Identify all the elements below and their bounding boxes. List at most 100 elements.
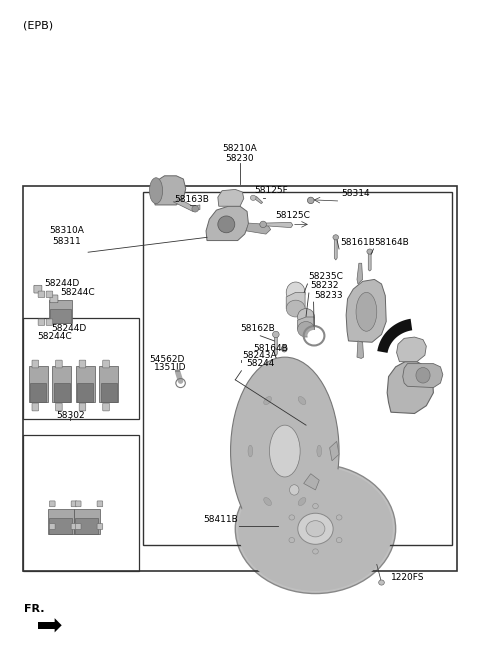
Ellipse shape: [306, 521, 325, 537]
FancyBboxPatch shape: [46, 319, 53, 325]
Polygon shape: [254, 197, 263, 203]
Ellipse shape: [298, 321, 314, 337]
FancyBboxPatch shape: [34, 285, 42, 293]
FancyBboxPatch shape: [32, 403, 38, 411]
Bar: [54, 383, 70, 403]
FancyBboxPatch shape: [38, 319, 45, 325]
Ellipse shape: [264, 396, 272, 405]
Text: 58233: 58233: [314, 291, 343, 300]
Ellipse shape: [264, 497, 272, 506]
Ellipse shape: [286, 300, 305, 317]
Text: 58164B: 58164B: [374, 238, 409, 247]
Text: 58210A
58230: 58210A 58230: [223, 144, 257, 163]
Ellipse shape: [298, 308, 314, 325]
Bar: [49, 518, 72, 534]
FancyBboxPatch shape: [49, 501, 55, 506]
Text: 58163B: 58163B: [174, 195, 209, 203]
Polygon shape: [275, 335, 277, 356]
Ellipse shape: [273, 331, 279, 338]
FancyBboxPatch shape: [38, 291, 45, 298]
Bar: [48, 508, 74, 534]
Ellipse shape: [235, 464, 396, 594]
Polygon shape: [387, 361, 433, 413]
Bar: [49, 300, 72, 323]
Ellipse shape: [336, 515, 342, 520]
Polygon shape: [173, 199, 200, 211]
FancyBboxPatch shape: [97, 501, 103, 506]
Ellipse shape: [308, 330, 321, 342]
Text: 58125C: 58125C: [276, 211, 310, 220]
Ellipse shape: [149, 178, 163, 203]
Text: 58244: 58244: [246, 359, 275, 368]
FancyBboxPatch shape: [71, 523, 77, 529]
Ellipse shape: [356, 293, 377, 331]
Polygon shape: [304, 474, 319, 490]
Bar: [50, 309, 71, 323]
Text: FR.: FR.: [24, 604, 45, 614]
Ellipse shape: [298, 513, 333, 544]
Polygon shape: [330, 441, 339, 461]
Ellipse shape: [312, 549, 318, 554]
Polygon shape: [335, 237, 337, 260]
FancyBboxPatch shape: [32, 360, 38, 368]
FancyBboxPatch shape: [50, 295, 58, 302]
Polygon shape: [403, 363, 443, 388]
Ellipse shape: [289, 515, 295, 520]
Polygon shape: [357, 263, 362, 284]
Polygon shape: [55, 618, 62, 632]
Text: 58314: 58314: [341, 190, 370, 199]
FancyBboxPatch shape: [56, 403, 62, 411]
FancyBboxPatch shape: [49, 523, 55, 529]
Bar: [77, 383, 93, 403]
Ellipse shape: [298, 497, 306, 506]
Bar: [144, 192, 452, 545]
Ellipse shape: [298, 396, 306, 405]
FancyBboxPatch shape: [103, 403, 109, 411]
Bar: [101, 383, 117, 403]
FancyBboxPatch shape: [79, 360, 86, 368]
Bar: [38, 622, 55, 628]
Ellipse shape: [416, 367, 430, 383]
Bar: [23, 186, 457, 571]
FancyBboxPatch shape: [103, 360, 109, 368]
Bar: [99, 366, 118, 403]
FancyBboxPatch shape: [79, 403, 86, 411]
Ellipse shape: [336, 537, 342, 543]
Text: 58161B: 58161B: [340, 238, 375, 247]
Polygon shape: [357, 341, 363, 358]
Text: 54562D: 54562D: [149, 355, 185, 363]
Polygon shape: [264, 222, 293, 228]
Ellipse shape: [248, 445, 253, 457]
Polygon shape: [218, 190, 244, 206]
Ellipse shape: [367, 249, 372, 254]
Text: 58244C: 58244C: [37, 332, 72, 341]
Bar: [52, 366, 71, 403]
Text: 58244D: 58244D: [44, 279, 80, 288]
Text: 58411B: 58411B: [203, 514, 238, 523]
Text: 58232: 58232: [310, 281, 338, 291]
Polygon shape: [206, 206, 249, 241]
Polygon shape: [286, 293, 305, 308]
Ellipse shape: [289, 537, 295, 543]
Polygon shape: [298, 317, 314, 329]
Bar: [74, 508, 100, 534]
Polygon shape: [246, 223, 271, 234]
Text: 58243A: 58243A: [242, 351, 277, 359]
Ellipse shape: [289, 485, 299, 495]
Text: 1220FS: 1220FS: [391, 573, 424, 582]
Text: 58125F: 58125F: [254, 186, 288, 195]
Text: 58235C: 58235C: [308, 272, 343, 281]
Text: 1351JD: 1351JD: [155, 363, 187, 372]
Polygon shape: [346, 279, 386, 342]
Ellipse shape: [230, 357, 339, 545]
FancyBboxPatch shape: [46, 291, 53, 298]
Bar: [23, 318, 139, 419]
Ellipse shape: [317, 445, 322, 457]
Bar: [75, 518, 98, 534]
Polygon shape: [377, 319, 412, 353]
Bar: [76, 366, 95, 403]
Text: 58302: 58302: [56, 411, 84, 420]
Polygon shape: [396, 337, 426, 361]
Bar: [29, 366, 48, 403]
Ellipse shape: [281, 346, 287, 352]
